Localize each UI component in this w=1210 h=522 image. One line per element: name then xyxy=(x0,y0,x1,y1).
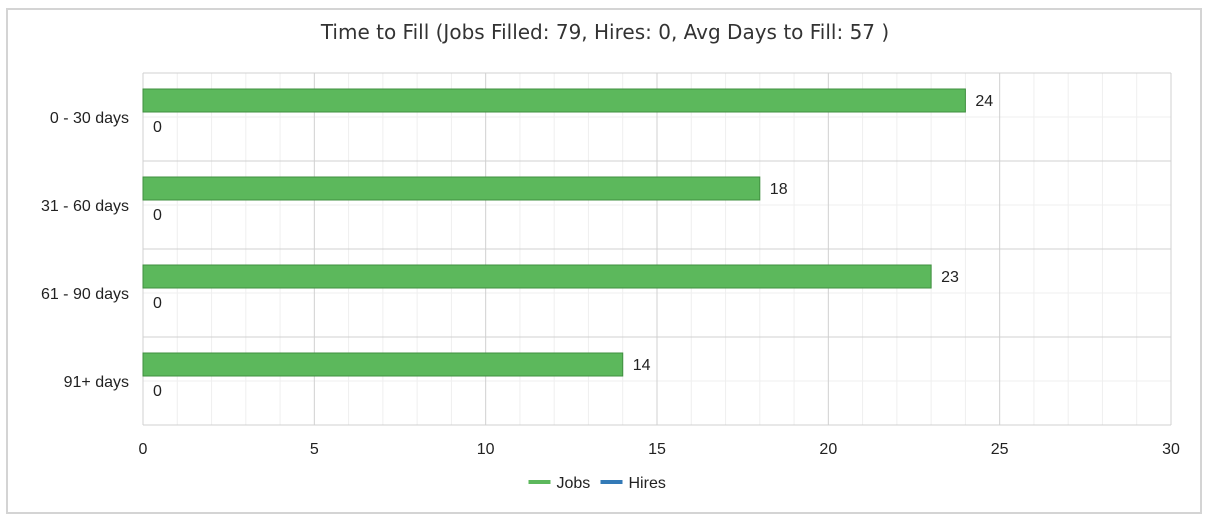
value-label-jobs: 18 xyxy=(770,181,788,198)
legend: Jobs Hires xyxy=(528,475,666,492)
x-tick-label: 25 xyxy=(991,441,1009,458)
legend-swatch-jobs[interactable] xyxy=(528,480,551,484)
bar-jobs xyxy=(142,176,761,201)
bar-jobs xyxy=(142,352,624,377)
category-label: 91+ days xyxy=(64,374,129,391)
bar-jobs xyxy=(142,88,966,113)
legend-label-jobs[interactable]: Jobs xyxy=(557,475,591,492)
value-label-hires: 0 xyxy=(153,207,162,224)
x-tick-label: 0 xyxy=(139,441,148,458)
category-label: 31 - 60 days xyxy=(41,198,129,215)
x-tick-label: 20 xyxy=(819,441,837,458)
x-tick-label: 15 xyxy=(648,441,666,458)
bar-jobs xyxy=(142,264,932,289)
chart-title: Time to Fill (Jobs Filled: 79, Hires: 0,… xyxy=(320,20,890,44)
x-tick-label: 10 xyxy=(477,441,495,458)
value-label-jobs: 24 xyxy=(975,93,993,110)
category-label: 61 - 90 days xyxy=(41,286,129,303)
legend-swatch-hires[interactable] xyxy=(600,480,623,484)
bars xyxy=(142,88,966,377)
labels: 24 0 0 - 30 days 18 0 31 - 60 days 23 0 61 - 90 … xyxy=(41,93,1180,458)
value-label-jobs: 14 xyxy=(633,357,651,374)
value-label-hires: 0 xyxy=(153,119,162,136)
value-label-hires: 0 xyxy=(153,295,162,312)
category-label: 0 - 30 days xyxy=(50,110,129,127)
x-tick-label: 30 xyxy=(1162,441,1180,458)
x-tick-label: 5 xyxy=(310,441,319,458)
value-label-hires: 0 xyxy=(153,383,162,400)
legend-label-hires[interactable]: Hires xyxy=(629,475,666,492)
major-grid xyxy=(142,72,1172,426)
value-label-jobs: 23 xyxy=(941,269,959,286)
